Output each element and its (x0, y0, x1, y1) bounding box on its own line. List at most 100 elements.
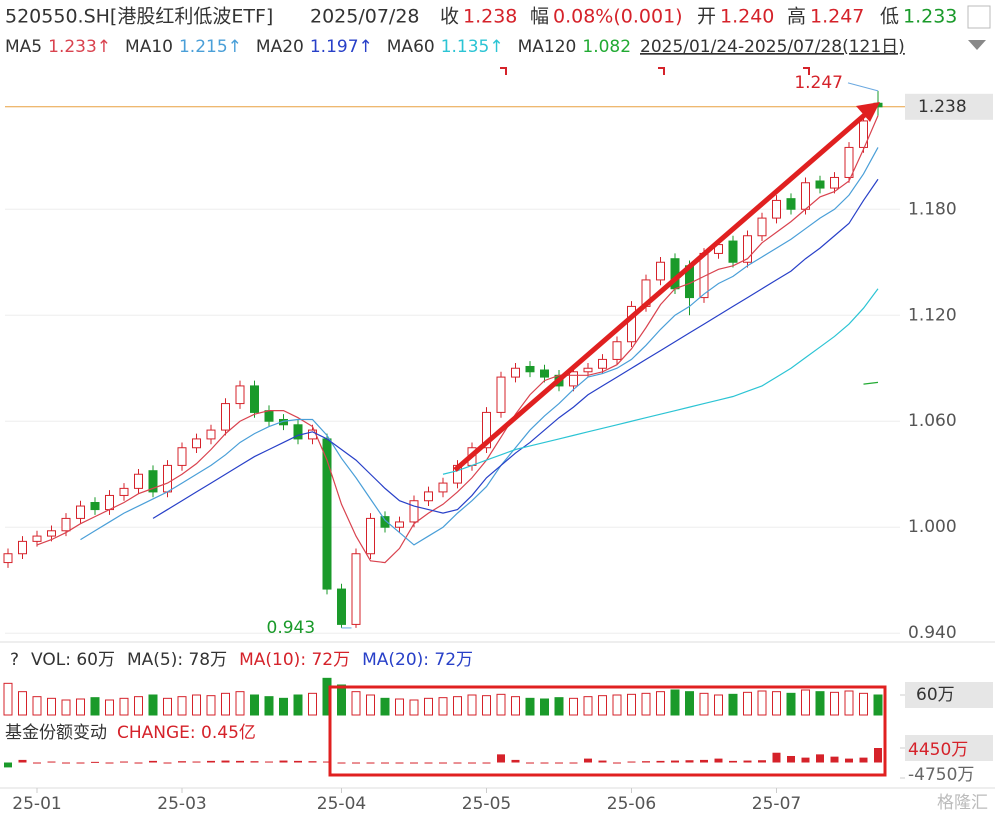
candle-body (105, 494, 114, 511)
volume-bar (525, 697, 535, 716)
change-tag (905, 735, 993, 761)
quote-label: 高 (787, 6, 806, 28)
volume-bar (3, 682, 13, 716)
ma-line (442, 288, 879, 475)
volume-bar (76, 698, 85, 716)
change-bar (859, 757, 868, 763)
candle-body (583, 367, 593, 373)
x-tick-label: 25-01 (12, 794, 61, 814)
volume-legend: VOL: 60万 (31, 650, 115, 670)
change-bar (265, 761, 273, 763)
candle-body (859, 120, 868, 148)
candle-body (206, 429, 216, 440)
candle-body (511, 367, 520, 378)
price-tag-label: 1.238 (918, 97, 967, 117)
candle-body (801, 182, 810, 210)
change-tick-label: -4750万 (908, 765, 974, 785)
quote-label: 收 (440, 6, 459, 28)
quote-value: 1.240 (720, 6, 774, 28)
candle-body (844, 146, 854, 178)
candle-body (482, 411, 491, 449)
change-bar (207, 760, 215, 763)
volume-legend: ? (10, 650, 19, 670)
trend-arrow (453, 110, 870, 472)
legend-name: MA5 (5, 37, 42, 57)
volume-tag (905, 682, 993, 708)
volume-bar (250, 694, 259, 716)
volume-bar (612, 694, 622, 716)
candle-body (743, 235, 752, 263)
legend-name: MA10 (125, 37, 173, 57)
change-bar (468, 762, 476, 764)
legend-name: MA20 (256, 37, 304, 57)
volume-legend: MA(20): 72万 (362, 650, 473, 670)
volume-bar (859, 692, 868, 716)
volume-bar (685, 691, 694, 716)
change-bar (62, 762, 70, 764)
candle-body (148, 470, 158, 493)
ma-line (152, 178, 879, 519)
change-bar (178, 761, 186, 763)
candle-body (337, 588, 346, 625)
change-bar (381, 762, 389, 764)
candle-body (424, 491, 433, 502)
change-label: CHANGE: 0.45亿 (117, 723, 256, 743)
candle-body (192, 438, 201, 449)
change-bar (236, 760, 244, 763)
y-tick-label: 0.940 (908, 623, 957, 643)
change-bar (18, 759, 27, 763)
change-bar (511, 759, 520, 763)
quote-value: 1.233 (903, 6, 957, 28)
candle-body (409, 500, 419, 523)
volume-bar (395, 698, 404, 716)
price-tag (905, 93, 993, 120)
volume-bar (699, 692, 709, 716)
dropdown[interactable] (968, 40, 986, 50)
candle-body (569, 371, 578, 387)
volume-bar (409, 699, 419, 716)
candle-body (250, 385, 259, 413)
range-label: 2025/01/24-2025/07/28(121日) (640, 37, 905, 57)
change-bar (250, 761, 259, 763)
highlight-box (328, 685, 887, 777)
arrow-head (856, 102, 880, 122)
volume-bar (308, 692, 317, 716)
volume-bar (844, 690, 854, 716)
change-bar (729, 760, 737, 763)
change-bar (453, 762, 462, 764)
quote-value: 1.238 (463, 6, 517, 28)
volume-bar (554, 697, 564, 716)
volume-bar (90, 697, 100, 716)
candle-body (61, 517, 71, 532)
legend-value: 1.233↑ (48, 37, 111, 57)
volume-bar (583, 696, 593, 716)
candle-body (728, 240, 738, 263)
candle-body (18, 540, 27, 555)
change-bar (816, 754, 824, 763)
volume-bar (206, 695, 216, 716)
legend-name: MA60 (387, 37, 435, 57)
volume-bar (119, 697, 129, 716)
volume-bar (293, 694, 303, 716)
change-bar (671, 760, 679, 763)
change-tick-label: 4450万 (908, 740, 968, 760)
candle-body (380, 516, 390, 528)
volume-bar (279, 697, 288, 716)
change-bar (526, 762, 534, 764)
change-bar (120, 761, 128, 763)
change-bar (801, 757, 810, 763)
volume-bar (366, 694, 375, 716)
header: 520550.SH[港股红利低波ETF] 2025/07/28 收 1.238 … (5, 5, 991, 57)
candle-body (757, 217, 767, 237)
candle-body (235, 385, 245, 405)
volume-bar (627, 693, 636, 716)
change-bar (47, 761, 56, 763)
volume-bar (177, 696, 187, 716)
candle-body (47, 530, 56, 537)
y-tick-label: 1.000 (908, 517, 957, 537)
icon[interactable] (967, 5, 991, 29)
change-bar (772, 752, 781, 763)
date: 2025/07/28 (310, 6, 420, 28)
volume-bar (714, 694, 723, 716)
volume-bar (105, 699, 114, 716)
